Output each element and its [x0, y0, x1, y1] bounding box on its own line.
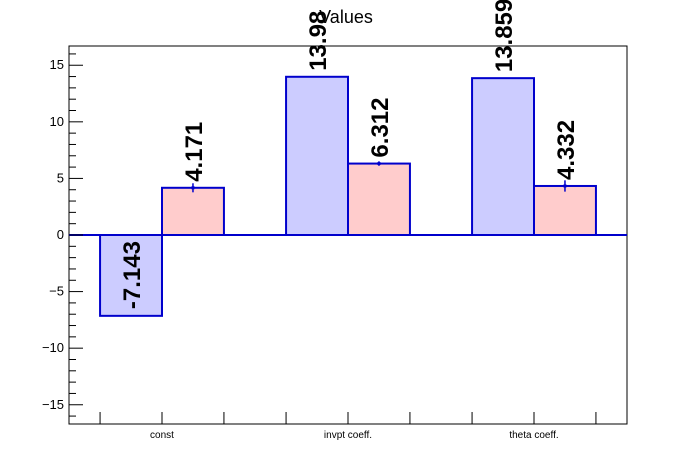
- chart-marks: -7.143 13.98 13.859 4.171 6.312 4.332: [99, 0, 597, 317]
- x-tick-label: invpt coeff.: [324, 430, 372, 441]
- x-tick-label: theta coeff.: [509, 430, 558, 441]
- data-label-s1-2: 13.98: [305, 11, 332, 71]
- y-tick-label: 10: [50, 114, 64, 129]
- y-tick-label: −15: [42, 397, 64, 412]
- chart-axes: −15 −10 −5 0 5 10 15 const invpt coeff. theta coe…: [42, 53, 627, 441]
- data-label-s2-2: 6.312: [367, 98, 394, 158]
- y-tick-label: 0: [57, 227, 64, 242]
- y-tick-label: −5: [49, 284, 64, 299]
- data-label-s1-3: 13.859: [491, 0, 518, 72]
- bar-s1-2: [285, 75, 350, 236]
- data-label-s2-1: 4.171: [181, 122, 208, 182]
- bar-s2-1: [161, 186, 225, 237]
- marker-s2-3: [563, 184, 567, 188]
- chart-title: Values: [319, 7, 373, 27]
- marker-s2-2: [377, 162, 381, 166]
- bar-s2-2: [347, 162, 411, 236]
- data-label-s2-3: 4.332: [553, 120, 580, 180]
- y-tick-label: −10: [42, 340, 64, 355]
- data-label-s1-1: -7.143: [119, 241, 146, 309]
- bar-s2-3: [533, 184, 597, 236]
- marker-s2-1: [191, 186, 195, 190]
- x-tick-label: const: [150, 430, 174, 441]
- bar-s1-3: [471, 77, 536, 236]
- y-tick-label: 5: [57, 170, 64, 185]
- y-tick-label: 15: [50, 57, 64, 72]
